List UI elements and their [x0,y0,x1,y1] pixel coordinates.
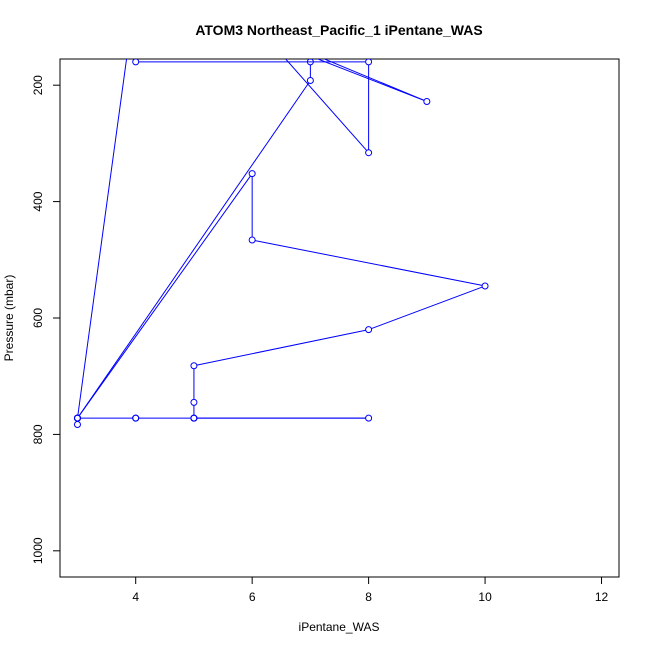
data-point [306,77,314,85]
chart-title: ATOM3 Northeast_Pacific_1 iPentane_WAS [195,22,482,38]
data-point [365,414,373,422]
series-segment [371,286,483,330]
x-tick-label: 4 [132,590,139,604]
data-point [190,398,198,406]
x-tick-label: 6 [249,590,256,604]
series-segment [78,82,310,416]
data-point [190,362,198,370]
data-point [308,59,313,60]
series-segment [284,59,368,151]
series-segment [196,329,366,366]
data-point [365,326,373,334]
data-point [365,59,373,66]
y-axis: 200 400 600 800 1000 [31,75,60,564]
y-axis-label: Pressure (mbar) [2,275,16,362]
data-point [132,414,140,422]
series-segment [255,240,483,286]
plot-area-frame [59,58,620,578]
series-segment [78,175,251,416]
y-tick-label: 600 [31,308,45,328]
data-point [307,50,313,56]
data-point [73,421,81,429]
y-tick-label: 200 [31,75,45,95]
data-point [248,236,256,244]
x-tick-label: 8 [365,590,372,604]
y-tick-label: 400 [31,191,45,211]
y-tick-label: 1000 [31,537,45,564]
series-layer [73,50,489,429]
y-tick-label: 800 [31,424,45,444]
data-point [190,414,198,422]
x-axis: 4 6 8 10 12 [132,577,609,604]
series-segment [77,59,128,416]
data-point [248,170,256,178]
data-point [481,282,489,290]
data-point [306,59,314,66]
data-point [365,149,373,157]
data-point [73,414,81,422]
x-tick-label: 12 [595,590,609,604]
x-tick-label: 10 [478,590,492,604]
x-axis-label: iPentane_WAS [299,620,380,634]
data-point [132,59,140,66]
data-point [423,97,431,105]
